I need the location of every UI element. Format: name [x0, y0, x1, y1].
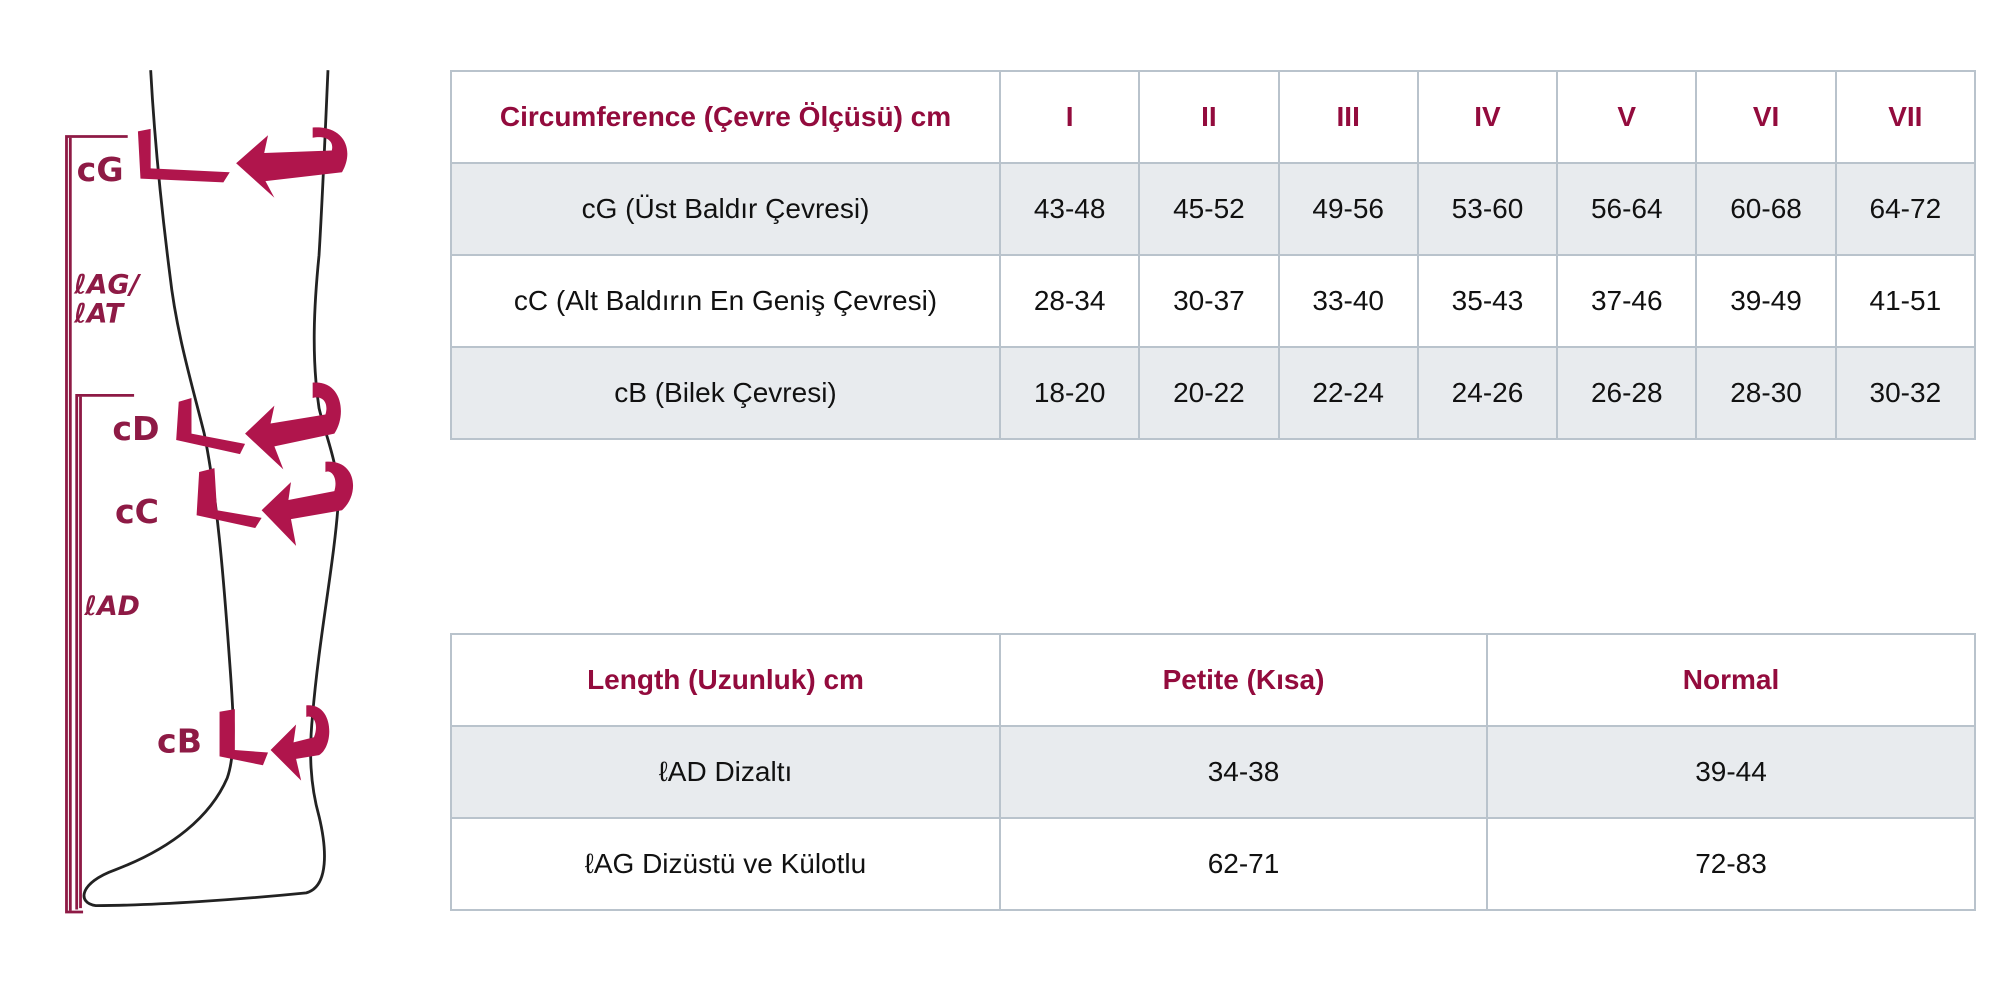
header-petite: Petite (Kısa) [999, 633, 1488, 727]
label-cd: cD [112, 409, 159, 448]
label-lat: ℓAT [73, 299, 126, 330]
cell: 28-30 [1695, 346, 1837, 440]
leg-measurement-diagram: cG ℓAG/ ℓAT cD cC ℓAD cB [65, 70, 354, 914]
cell: 22-24 [1277, 346, 1419, 440]
table-row: ℓAD Dizaltı 34-38 39-44 [450, 725, 1976, 819]
cell: 62-71 [999, 817, 1488, 911]
cell: 30-37 [1138, 254, 1280, 348]
cg-arrow-icon [137, 127, 348, 198]
row-label: ℓAD Dizaltı [450, 725, 1001, 819]
header-size-i: I [998, 70, 1141, 164]
row-label: cB (Bilek Çevresi) [450, 346, 1001, 440]
label-cb: cB [157, 722, 202, 761]
table-row: cG (Üst Baldır Çevresi) 43-48 45-52 49-5… [450, 162, 1977, 256]
cell: 35-43 [1416, 254, 1559, 348]
cell: 49-56 [1277, 162, 1419, 256]
cell: 30-32 [1834, 346, 1977, 440]
label-cc: cC [115, 492, 159, 531]
table-row: ℓAG Dizüstü ve Külotlu 62-71 72-83 [450, 817, 1976, 911]
row-label: ℓAG Dizüstü ve Külotlu [450, 817, 1001, 911]
cd-arrow-icon [176, 382, 341, 470]
cell: 20-22 [1138, 346, 1280, 440]
cell: 64-72 [1834, 162, 1977, 256]
cell: 43-48 [998, 162, 1141, 256]
cell: 18-20 [998, 346, 1141, 440]
label-lag: ℓAG/ [73, 269, 141, 300]
cell: 33-40 [1277, 254, 1419, 348]
cell: 53-60 [1416, 162, 1559, 256]
header-size-vi: VI [1695, 70, 1837, 164]
cell: 60-68 [1695, 162, 1837, 256]
cell: 45-52 [1138, 162, 1280, 256]
cell: 26-28 [1556, 346, 1698, 440]
header-size-v: V [1556, 70, 1698, 164]
circumference-size-table: Circumference (Çevre Ölçüsü) cm I II III… [450, 70, 1977, 440]
cell: 28-34 [998, 254, 1141, 348]
label-cg: cG [77, 150, 124, 189]
table-header-row: Circumference (Çevre Ölçüsü) cm I II III… [450, 70, 1977, 164]
cell: 72-83 [1486, 817, 1976, 911]
table-row: cC (Alt Baldırın En Geniş Çevresi) 28-34… [450, 254, 1977, 348]
cell: 41-51 [1834, 254, 1977, 348]
header-circumference: Circumference (Çevre Ölçüsü) cm [450, 70, 1001, 164]
header-size-iv: IV [1416, 70, 1559, 164]
row-label: cC (Alt Baldırın En Geniş Çevresi) [450, 254, 1001, 348]
cell: 39-44 [1486, 725, 1976, 819]
cell: 34-38 [999, 725, 1488, 819]
header-normal: Normal [1486, 633, 1976, 727]
cc-arrow-icon [196, 461, 354, 546]
header-size-iii: III [1277, 70, 1419, 164]
table-header-row: Length (Uzunluk) cm Petite (Kısa) Normal [450, 633, 1976, 727]
cell: 56-64 [1556, 162, 1698, 256]
header-length: Length (Uzunluk) cm [450, 633, 1001, 727]
length-size-table: Length (Uzunluk) cm Petite (Kısa) Normal… [450, 633, 1976, 911]
cell: 37-46 [1556, 254, 1698, 348]
label-lad: ℓAD [83, 591, 140, 622]
row-label: cG (Üst Baldır Çevresi) [450, 162, 1001, 256]
cb-arrow-icon [219, 705, 330, 781]
header-size-ii: II [1138, 70, 1280, 164]
measurement-brackets [65, 135, 135, 914]
leg-outline [82, 70, 340, 908]
cell: 39-49 [1695, 254, 1837, 348]
cell: 24-26 [1416, 346, 1559, 440]
table-row: cB (Bilek Çevresi) 18-20 20-22 22-24 24-… [450, 346, 1977, 440]
header-size-vii: VII [1834, 70, 1977, 164]
measurement-bands [137, 127, 354, 781]
